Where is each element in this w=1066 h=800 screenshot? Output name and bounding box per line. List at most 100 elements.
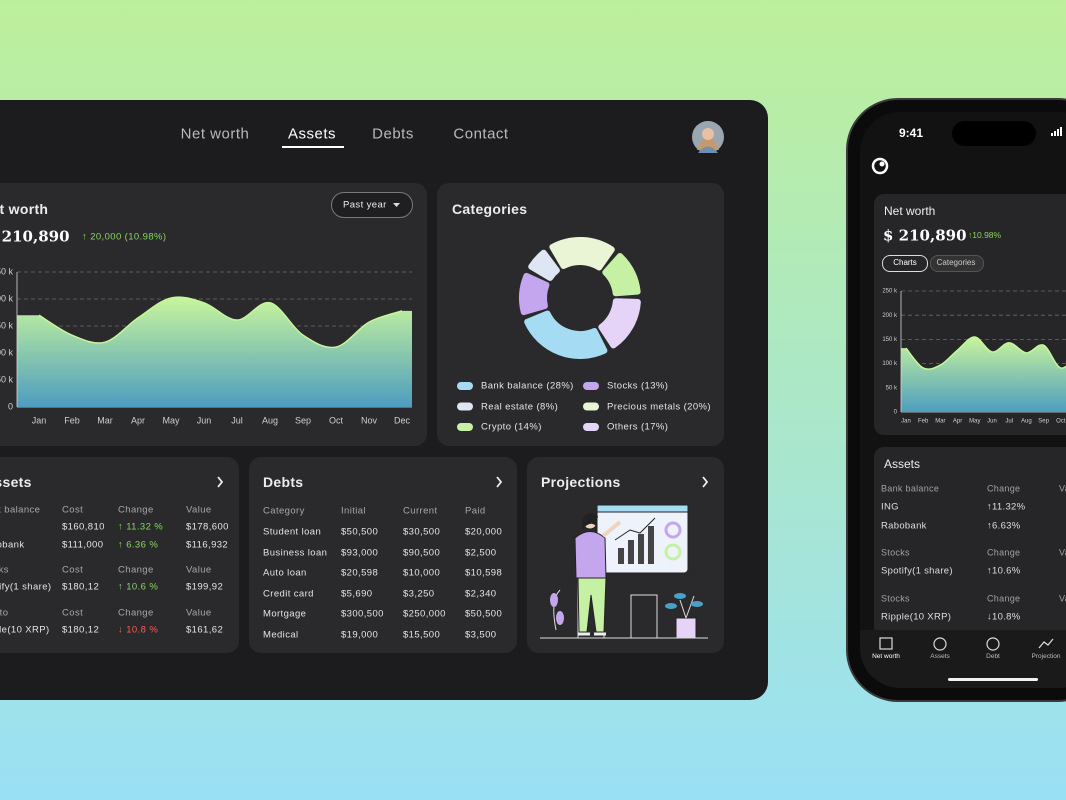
table-cell: $15,500 — [403, 628, 441, 640]
nav-item[interactable]: Debts — [372, 125, 414, 143]
legend-swatch — [583, 402, 599, 411]
card-title: Debts — [263, 474, 304, 490]
table-cell: $50,500 — [465, 608, 503, 620]
x-tick-label: Nov — [361, 415, 378, 425]
phone-card-title: Net worth — [884, 204, 936, 218]
table-cell: $2,500 — [465, 546, 497, 558]
tab-bar-label[interactable]: Net worth — [872, 652, 900, 660]
table-cell: Rabobank — [881, 520, 927, 532]
table-cell: Business loan — [263, 546, 328, 558]
column-header: Paid — [465, 505, 486, 517]
phone-tab-categories[interactable] — [930, 255, 984, 272]
column-header: Value — [1059, 593, 1066, 604]
table-cell: $180,12 — [62, 581, 100, 593]
column-header: Value — [1059, 547, 1066, 558]
table-cell: ↑10.6% — [987, 565, 1021, 577]
filter-button[interactable] — [331, 192, 413, 218]
table-cell: Rabobank — [0, 539, 25, 551]
legend-label: Crypto (14%) — [481, 421, 542, 433]
donut-segment — [519, 272, 550, 316]
phone-tab-label[interactable]: Categories — [936, 258, 976, 267]
column-header: Cost — [62, 504, 84, 516]
table-cell: $20,598 — [341, 567, 379, 579]
y-tick-label: 250 k — [882, 289, 898, 295]
nav-item[interactable]: Net worth — [180, 125, 250, 143]
card-title: Projections — [541, 474, 621, 490]
table-cell: Student loan — [263, 526, 322, 538]
tab-bar-icons — [879, 637, 1054, 651]
table-cell: $30,500 — [403, 526, 441, 538]
x-tick-label: Dec — [394, 415, 411, 425]
dynamic-island — [952, 121, 1036, 146]
legend-label: Precious metals (20%) — [607, 400, 711, 412]
card-title: Categories — [452, 201, 528, 217]
table-cell: $111,000 — [62, 539, 104, 551]
x-tick-label: Feb — [64, 415, 80, 425]
table-cell: $20,000 — [465, 526, 503, 538]
table-cell: ING — [881, 501, 899, 513]
table-cell: $93,000 — [341, 546, 379, 558]
y-tick-label: 0 — [8, 401, 13, 411]
nav-item[interactable]: Contact — [453, 125, 509, 143]
legend-swatch — [457, 402, 473, 411]
column-header: Current — [403, 505, 438, 517]
table-cell: $161,62 — [186, 624, 224, 636]
donut-segment — [549, 237, 615, 271]
legend-swatch — [583, 423, 599, 431]
x-tick-label: Jun — [197, 415, 212, 425]
area-fill — [901, 336, 1066, 412]
x-tick-label: Oct — [1056, 419, 1066, 425]
table-cell: Spotify(1 share) — [881, 565, 953, 577]
table-cell: ↑ 10.6 % — [118, 581, 159, 593]
area-line — [905, 336, 1066, 370]
donut-segment — [598, 298, 641, 349]
phone-tab-charts[interactable] — [882, 255, 928, 272]
table-cell: $19,000 — [341, 628, 379, 640]
donut-segment — [524, 310, 608, 359]
avatar[interactable] — [692, 121, 724, 153]
table-cell: $10,598 — [465, 567, 503, 579]
column-header: Change — [118, 504, 154, 516]
column-header: Change — [987, 547, 1021, 558]
x-tick-label: Jan — [901, 419, 911, 425]
y-tick-label: 250 k — [0, 266, 13, 276]
filter-label[interactable]: Past year — [343, 199, 387, 211]
status-time: 9:41 — [899, 126, 924, 140]
column-header: Change — [118, 607, 154, 619]
x-tick-label: Mar — [97, 415, 113, 425]
table-cell: $90,500 — [403, 546, 441, 558]
table-cell: ↑ 11.32 % — [118, 521, 164, 533]
x-tick-label: Jan — [32, 415, 47, 425]
table-cell: $50,500 — [341, 526, 379, 538]
column-header: Bank balance — [881, 483, 940, 494]
x-tick-label: Sep — [1038, 419, 1049, 425]
x-tick-label: Oct — [329, 415, 344, 425]
column-header: Crypto — [0, 607, 9, 619]
tab-bar-label[interactable]: Assets — [930, 652, 950, 660]
column-header: Initial — [341, 505, 366, 517]
legend-swatch — [457, 382, 473, 390]
table-cell: Mortgage — [263, 608, 307, 620]
column-header: Stocks — [881, 593, 910, 604]
table-cell: $3,250 — [403, 587, 435, 599]
net-worth-change: ↑ 20,000 (10.98%) — [82, 231, 167, 243]
legend-label: Bank balance (28%) — [481, 380, 574, 392]
tab-bar-label[interactable]: Debt — [986, 652, 1000, 660]
phone-tab-label[interactable]: Charts — [893, 258, 917, 267]
donut-segment — [602, 252, 641, 297]
phone-card-title: Assets — [884, 457, 921, 471]
tab-bar-label[interactable]: Projection — [1031, 652, 1061, 660]
column-header: Stocks — [0, 564, 9, 576]
app-logo — [871, 157, 889, 175]
x-tick-label: Feb — [918, 419, 929, 425]
y-tick-label: 100 k — [0, 347, 13, 357]
nav-item[interactable]: Assets — [287, 125, 337, 143]
legend-label: Stocks (13%) — [607, 380, 669, 392]
table-cell: Spotify(1 share) — [0, 581, 52, 593]
table-cell: Ripple(10 XRP) — [881, 611, 952, 623]
area-fill — [17, 297, 412, 407]
projections-illustration — [540, 504, 708, 639]
area-line — [38, 296, 403, 349]
legend-label: Others (17%) — [607, 421, 669, 433]
legend-label: Real estate (8%) — [481, 400, 559, 412]
